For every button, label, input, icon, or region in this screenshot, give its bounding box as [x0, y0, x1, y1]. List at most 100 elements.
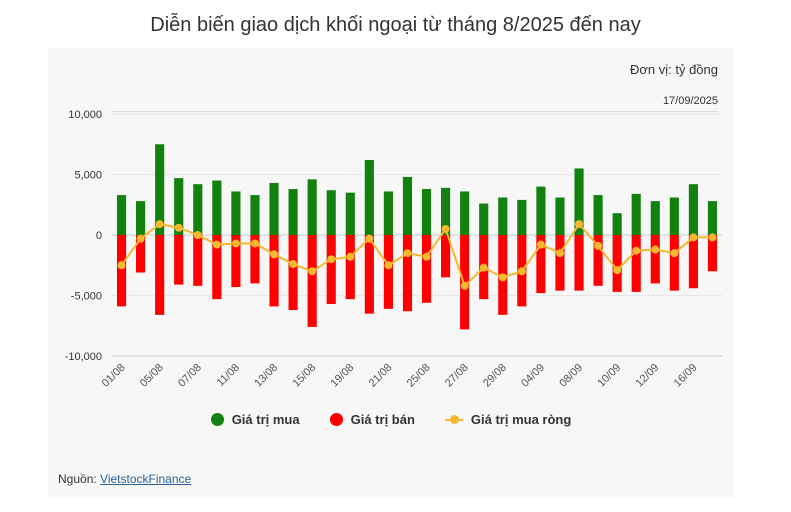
bar-sell	[669, 235, 679, 291]
legend-item-net[interactable]: Giá trị mua ròng	[444, 412, 572, 427]
bar-sell	[269, 235, 279, 307]
net-point	[136, 234, 145, 243]
bar-buy	[212, 180, 222, 235]
net-point	[479, 263, 488, 272]
x-tick-label: 19/08	[328, 362, 356, 390]
x-tick-label: 29/08	[481, 362, 509, 390]
bar-sell	[612, 235, 622, 292]
y-tick-label: 5,000	[74, 170, 102, 182]
bar-buy	[136, 201, 146, 235]
net-point	[250, 239, 259, 248]
bar-sell	[707, 235, 718, 272]
bar-buy	[402, 176, 413, 235]
x-tick-label: 27/08	[443, 362, 471, 390]
source-prefix: Nguồn:	[58, 472, 101, 486]
bar-buy	[193, 184, 203, 235]
x-tick-label: 01/08	[100, 362, 128, 390]
x-tick-label: 21/08	[367, 362, 395, 390]
bar-buy	[669, 197, 679, 235]
legend-marker-buy	[210, 413, 224, 426]
bar-sell	[421, 235, 432, 303]
bar-sell	[250, 235, 260, 284]
chart-panel: Đơn vị: tỷ đồng 17/09/2025 10,000 5,000 0 -…	[48, 48, 734, 498]
net-point	[212, 240, 221, 249]
net-point	[155, 220, 164, 229]
bar-buy	[593, 195, 603, 235]
legend-label-net: Giá trị mua ròng	[470, 412, 572, 427]
net-point	[689, 233, 698, 242]
bar-sell	[193, 235, 203, 286]
net-point	[422, 252, 431, 261]
net-point	[441, 224, 450, 233]
bar-buy	[555, 197, 565, 235]
x-tick-label: 05/08	[138, 362, 166, 390]
source-link[interactable]: VietstockFinance	[100, 472, 192, 486]
net-point	[346, 252, 355, 261]
bar-sell	[593, 235, 603, 286]
bar-buy	[479, 203, 489, 235]
source-note: Nguồn: VietstockFinance	[58, 472, 191, 486]
net-point	[670, 249, 679, 258]
bar-buy	[288, 189, 298, 235]
net-point	[403, 249, 412, 258]
bar-buy	[116, 195, 127, 235]
bar-sell	[326, 235, 336, 304]
bar-sell	[555, 235, 565, 291]
legend-label-sell: Giá trị bán	[350, 412, 415, 427]
bar-buy	[231, 191, 241, 235]
legend-item-buy[interactable]: Giá trị mua	[210, 412, 300, 427]
x-tick-label: 11/08	[215, 362, 242, 389]
bar-buy	[383, 191, 393, 235]
net-point	[594, 241, 603, 250]
net-point	[365, 234, 374, 243]
bar-sell	[174, 235, 184, 285]
net-point	[460, 281, 469, 290]
net-point	[270, 250, 279, 259]
bar-buy	[421, 189, 432, 235]
unit-label: Đơn vị: tỷ đồng	[629, 62, 718, 77]
bar-sell	[383, 235, 393, 309]
bar-sell	[364, 235, 374, 314]
bar-buy	[326, 190, 336, 235]
bar-sell	[136, 235, 146, 273]
y-tick-label: -10,000	[65, 351, 102, 363]
bar-buy	[364, 159, 374, 235]
bar-buy	[688, 184, 698, 235]
net-point	[651, 245, 660, 254]
bar-sell	[402, 235, 413, 312]
legend-item-sell[interactable]: Giá trị bán	[329, 412, 415, 427]
legend: Giá trị mua Giá trị bán Giá trị mua ròng	[48, 412, 734, 427]
net-point	[193, 231, 202, 239]
legend-marker-sell	[329, 413, 343, 426]
bar-sell	[231, 235, 241, 288]
bar-buy	[307, 179, 317, 235]
bar-buy	[707, 201, 718, 235]
bar-sell	[536, 235, 546, 294]
bar-buy	[345, 192, 355, 235]
date-label: 17/09/2025	[662, 95, 718, 107]
bar-sell	[288, 235, 298, 311]
net-point	[575, 220, 584, 229]
net-point	[384, 261, 393, 270]
bar-sell	[155, 235, 165, 315]
x-tick-label: 10/09	[595, 362, 623, 390]
bar-buy	[631, 193, 641, 235]
x-tick-label: 04/09	[519, 362, 547, 390]
bar-buy	[498, 197, 508, 235]
net-line	[120, 222, 713, 288]
date-divider	[112, 111, 718, 112]
bar-sell	[631, 235, 641, 292]
net-point	[632, 246, 641, 255]
bar-buy	[517, 199, 527, 235]
x-tick-label: 07/08	[176, 362, 204, 390]
net-point	[555, 249, 564, 258]
x-tick-label: 12/09	[633, 362, 661, 390]
net-point	[327, 255, 336, 264]
legend-label-buy: Giá trị mua	[231, 412, 300, 427]
x-tick-label: 13/08	[252, 362, 280, 390]
net-point	[231, 239, 240, 248]
bar-buy	[574, 168, 584, 235]
chart-title: Diễn biến giao dịch khối ngoại từ tháng …	[150, 14, 641, 36]
net-point	[536, 240, 545, 249]
net-point	[498, 273, 507, 282]
